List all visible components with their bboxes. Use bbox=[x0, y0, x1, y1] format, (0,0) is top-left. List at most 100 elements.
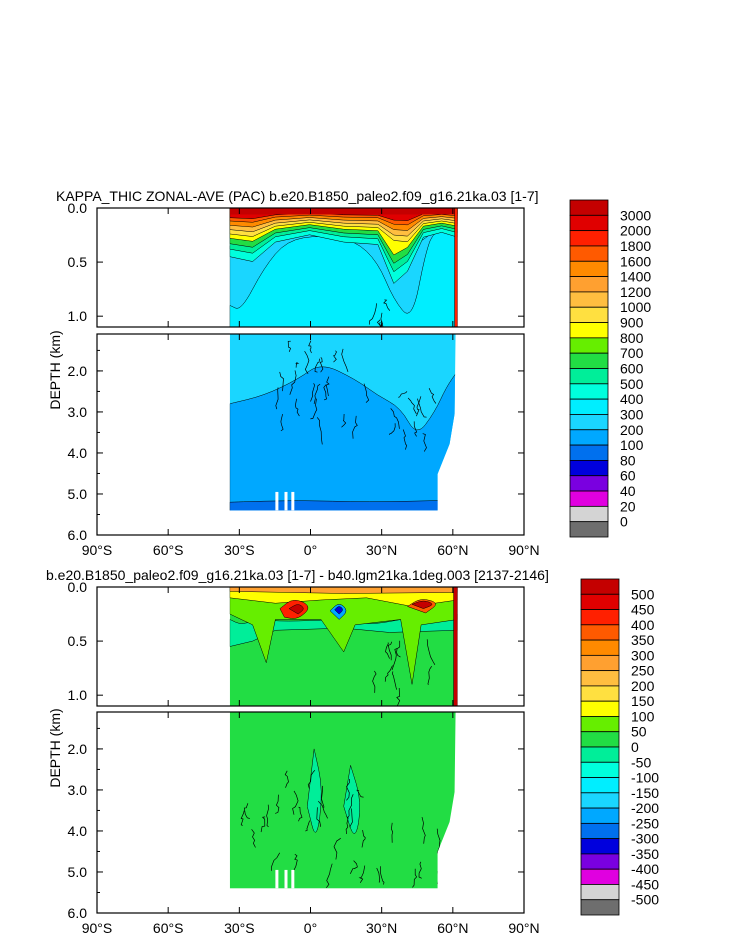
colorbar-swatch bbox=[569, 368, 609, 385]
colorbar-label: -50 bbox=[631, 754, 651, 770]
y-tick-label: 2.0 bbox=[68, 741, 88, 757]
contour-line bbox=[396, 687, 401, 706]
field-layer bbox=[229, 208, 458, 215]
colorbar-label: 150 bbox=[631, 693, 655, 709]
contour-line bbox=[319, 357, 324, 373]
contour-line bbox=[347, 794, 354, 818]
contour-line bbox=[275, 794, 280, 814]
contour-line bbox=[293, 853, 298, 871]
colorbar-label: 1600 bbox=[620, 253, 651, 269]
x-tick-label: 60°S bbox=[153, 920, 184, 936]
contour-line bbox=[341, 348, 349, 373]
upper-field bbox=[229, 587, 458, 706]
contour-line bbox=[326, 863, 333, 889]
colorbar-label: -200 bbox=[631, 800, 659, 816]
colorbar-label: 500 bbox=[631, 586, 655, 602]
contour-line bbox=[413, 421, 418, 437]
colorbar-swatch bbox=[580, 654, 620, 672]
y-tick-label: 6.0 bbox=[68, 527, 88, 543]
colorbar-swatch bbox=[569, 291, 609, 308]
field-band bbox=[229, 587, 458, 594]
colorbar-swatch bbox=[569, 322, 609, 339]
colorbar-swatch bbox=[580, 670, 620, 687]
contour-line bbox=[412, 868, 418, 888]
colorbar-swatch bbox=[580, 868, 620, 885]
x-tick-label: 30°S bbox=[224, 920, 255, 936]
colorbar-swatch bbox=[569, 214, 609, 232]
contour-line bbox=[332, 350, 337, 363]
contour-line bbox=[260, 816, 266, 833]
contour-line bbox=[307, 769, 316, 789]
contour-line bbox=[349, 808, 353, 828]
colorbar-swatch bbox=[580, 884, 620, 901]
colorbar-swatch bbox=[569, 444, 609, 461]
colorbar-label: 450 bbox=[631, 602, 655, 618]
contour-line bbox=[341, 413, 347, 428]
contour-line bbox=[396, 640, 401, 658]
field-base bbox=[229, 712, 456, 889]
chart-title: b.e20.B1850_paleo2.f09_g16.21ka.03 [1-7]… bbox=[46, 567, 549, 583]
colorbar-label: 350 bbox=[631, 632, 655, 648]
y-tick-label: 3.0 bbox=[68, 782, 88, 798]
x-tick-label: 90°S bbox=[82, 920, 113, 936]
colorbar-swatch bbox=[580, 761, 620, 778]
colorbar-swatch bbox=[569, 521, 609, 538]
colorbar-label: 3000 bbox=[620, 207, 651, 223]
colorbar-label: 400 bbox=[620, 391, 644, 407]
contour-line bbox=[391, 648, 398, 671]
colorbar-swatch bbox=[569, 337, 609, 354]
contour-line bbox=[314, 358, 320, 373]
contour-line bbox=[304, 351, 310, 374]
x-tick-label: 0° bbox=[304, 542, 317, 558]
contour-line bbox=[310, 383, 315, 402]
contour-line bbox=[383, 299, 391, 311]
colorbar-swatch bbox=[569, 260, 609, 277]
contour-line bbox=[380, 312, 384, 327]
colorbar-swatch bbox=[569, 505, 609, 523]
contour-line bbox=[390, 408, 400, 429]
contour-line bbox=[287, 340, 291, 353]
colorbar-label: 400 bbox=[631, 617, 655, 633]
contour-line bbox=[352, 415, 358, 439]
colorbar-swatch bbox=[580, 807, 620, 824]
colorbar-swatch bbox=[580, 624, 620, 641]
contour-line bbox=[313, 383, 321, 404]
colorbar-label: 1400 bbox=[620, 269, 651, 285]
colorbar-label: 50 bbox=[631, 724, 647, 740]
x-tick-label: 0° bbox=[304, 920, 317, 936]
colorbar-swatch bbox=[580, 838, 620, 855]
contour-line bbox=[349, 860, 358, 874]
x-tick-label: 30°S bbox=[224, 542, 255, 558]
contour-line bbox=[361, 830, 366, 848]
x-tick-label: 30°N bbox=[366, 920, 397, 936]
contour-line bbox=[284, 770, 289, 788]
contour-line bbox=[428, 388, 437, 404]
contour-line bbox=[407, 397, 417, 415]
colorbar-label: 100 bbox=[620, 437, 644, 453]
y-axis-label: DEPTH (km) bbox=[47, 708, 63, 787]
contour-line bbox=[391, 822, 394, 843]
colorbar-swatch bbox=[569, 276, 609, 293]
field-blob bbox=[307, 748, 322, 833]
colorbar-swatch bbox=[569, 230, 609, 247]
y-tick-label: 2.0 bbox=[68, 363, 88, 379]
colorbar-swatch bbox=[580, 609, 620, 626]
colorbar-swatch bbox=[569, 199, 609, 216]
contour-line bbox=[416, 396, 422, 417]
contour-line bbox=[292, 790, 299, 815]
colorbar-swatch bbox=[580, 899, 620, 916]
contour-line bbox=[316, 417, 323, 445]
colorbar-label: 2000 bbox=[620, 223, 651, 239]
contour-line bbox=[345, 815, 349, 835]
y-tick-label: 0.5 bbox=[68, 254, 88, 270]
contour-line bbox=[385, 642, 390, 659]
x-tick-label: 30°N bbox=[366, 542, 397, 558]
colorbar-swatch bbox=[569, 383, 609, 400]
colorbar-label: 20 bbox=[620, 498, 636, 514]
contour-line bbox=[295, 398, 300, 417]
contour-line bbox=[280, 414, 284, 432]
field-band bbox=[229, 229, 458, 327]
contour-noise bbox=[372, 639, 436, 706]
y-tick-label: 0.5 bbox=[68, 633, 88, 649]
